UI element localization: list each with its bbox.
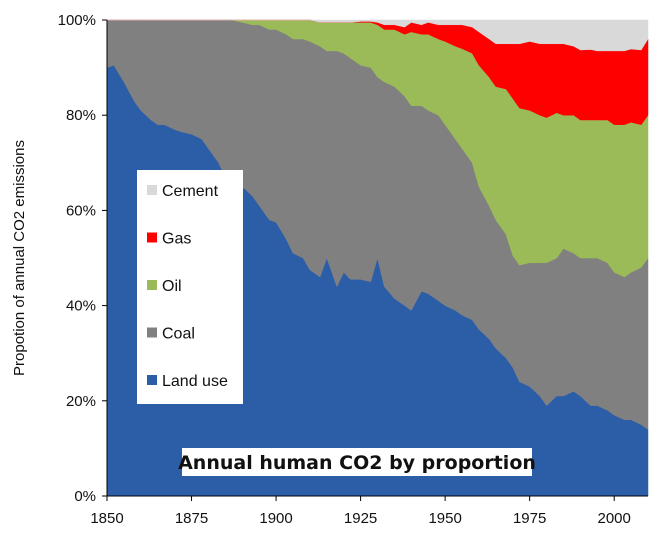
x-tick-label: 1850 xyxy=(90,510,123,527)
y-tick-label: 60% xyxy=(66,202,96,219)
legend-label-oil: Oil xyxy=(162,278,182,295)
x-tick-label: 1975 xyxy=(513,510,546,527)
x-tick-label: 1900 xyxy=(259,510,292,527)
x-tick-label: 1950 xyxy=(428,510,461,527)
x-ticks: 1850 1875 1900 1925 1950 1975 2000 xyxy=(90,496,631,527)
legend-swatch-gas xyxy=(147,232,157,243)
chart-title: Annual human CO2 by proportion xyxy=(178,452,536,474)
y-tick-label: 40% xyxy=(66,298,96,315)
legend-label-gas: Gas xyxy=(162,231,191,248)
x-tick-label: 1875 xyxy=(175,510,208,527)
y-tick-label: 20% xyxy=(66,393,96,410)
y-tick-label: 80% xyxy=(66,107,96,124)
axes xyxy=(106,20,648,497)
legend: Cement Gas Oil Coal Land use xyxy=(137,170,243,404)
x-tick-label: 1925 xyxy=(344,510,377,527)
area-cement xyxy=(107,19,649,52)
legend-label-land-use: Land use xyxy=(162,373,228,390)
legend-swatch-oil xyxy=(147,280,157,290)
y-tick-label: 100% xyxy=(58,12,96,29)
y-tick-label: 0% xyxy=(74,488,96,505)
y-axis-label: Propotion of annual CO2 emissions xyxy=(11,140,28,376)
title-background xyxy=(182,448,532,476)
legend-swatch-land-use xyxy=(147,375,157,385)
legend-label-cement: Cement xyxy=(162,183,219,200)
legend-label-coal: Coal xyxy=(162,326,195,343)
legend-swatch-cement xyxy=(147,185,157,195)
title-box: Annual human CO2 by proportion xyxy=(178,448,536,476)
y-ticks: 0% 20% 40% 60% 80% 100% xyxy=(58,12,107,505)
x-tick-label: 2000 xyxy=(598,510,631,527)
legend-swatch-coal xyxy=(147,327,157,338)
